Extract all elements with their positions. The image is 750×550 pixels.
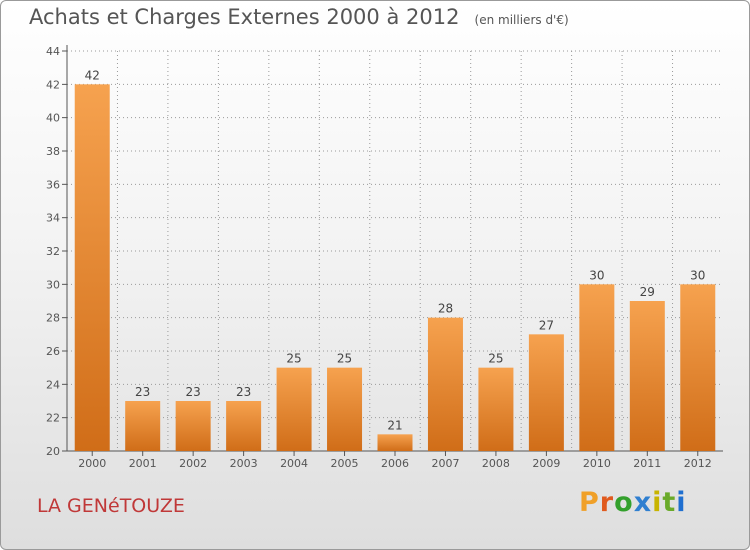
value-label-2006: 21	[387, 418, 402, 432]
value-label-2009: 27	[539, 318, 554, 332]
y-tick-label: 38	[46, 145, 60, 158]
bar-2008	[478, 367, 514, 451]
bar-2001	[125, 401, 161, 451]
x-tick-label-2002: 2002	[179, 457, 207, 470]
bar-2007	[427, 317, 463, 451]
value-label-2000: 42	[85, 68, 100, 82]
value-label-2008: 25	[488, 352, 503, 366]
data-labels: 42 23 23 23 25 25 21 28 25 27 30 29 30	[85, 68, 706, 432]
gridlines	[67, 50, 723, 451]
value-label-2011: 29	[640, 285, 655, 299]
x-tick-label-2003: 2003	[230, 457, 258, 470]
value-label-2002: 23	[186, 385, 201, 399]
chart-title: Achats et Charges Externes 2000 à 2012	[29, 5, 460, 29]
title-row: Achats et Charges Externes 2000 à 2012 (…	[29, 5, 569, 29]
y-tick-label: 36	[46, 178, 60, 191]
value-label-2003: 23	[236, 385, 251, 399]
value-label-2007: 28	[438, 302, 453, 316]
logo-letter: i	[652, 487, 663, 518]
y-tick-label: 22	[46, 412, 60, 425]
bar-2011	[629, 301, 665, 451]
x-tick-label-2010: 2010	[583, 457, 611, 470]
y-tick-label: 34	[46, 212, 60, 225]
bar-2010	[579, 284, 615, 451]
bar-2004	[276, 367, 312, 451]
value-label-2001: 23	[135, 385, 150, 399]
bar-2003	[226, 401, 262, 451]
bar-2002	[175, 401, 211, 451]
y-tick-label: 20	[46, 445, 60, 458]
y-tick-label: 42	[46, 78, 60, 91]
chart-unit: (en milliers d'€)	[474, 13, 569, 27]
y-tick-label: 28	[46, 312, 60, 325]
x-tick-label-2001: 2001	[129, 457, 157, 470]
axes: 20 22 24 26 28 30 32 34 36 38 40 42 44 2000 2001 2002 20…	[46, 45, 723, 470]
x-tick-label-2007: 2007	[431, 457, 459, 470]
logo-letter: t	[662, 487, 677, 518]
y-tick-label: 30	[46, 278, 60, 291]
x-tick-label-2000: 2000	[78, 457, 106, 470]
value-label-2004: 25	[286, 352, 301, 366]
bars	[74, 84, 716, 451]
x-tick-label-2012: 2012	[684, 457, 712, 470]
logo-letter: x	[633, 487, 653, 518]
proxiti-logo: Proxiti	[579, 487, 687, 518]
place-name: LA GENéTOUZE	[37, 495, 185, 517]
logo-letter: r	[599, 487, 615, 518]
logo-letter: o	[614, 487, 634, 518]
x-tick-label-2005: 2005	[331, 457, 359, 470]
y-tick-label: 24	[46, 378, 60, 391]
y-tick-label: 26	[46, 345, 60, 358]
x-tick-label-2008: 2008	[482, 457, 510, 470]
x-tick-label-2006: 2006	[381, 457, 409, 470]
logo-letter: P	[579, 487, 600, 518]
bar-2009	[528, 334, 564, 451]
value-label-2010: 30	[589, 268, 604, 282]
logo-letter: i	[676, 487, 687, 518]
bar-2005	[327, 367, 363, 451]
bar-2000	[74, 84, 110, 451]
value-label-2005: 25	[337, 352, 352, 366]
y-tick-label: 40	[46, 112, 60, 125]
y-tick-label: 32	[46, 245, 60, 258]
value-label-2012: 30	[690, 268, 705, 282]
y-tick-label: 44	[46, 45, 60, 58]
x-tick-label-2004: 2004	[280, 457, 308, 470]
x-tick-label-2009: 2009	[532, 457, 560, 470]
x-tick-label-2011: 2011	[633, 457, 661, 470]
bar-2006	[377, 434, 413, 451]
bar-2012	[680, 284, 716, 451]
